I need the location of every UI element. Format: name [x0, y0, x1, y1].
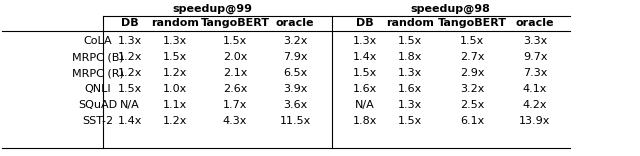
Text: QNLI: QNLI: [84, 84, 111, 94]
Text: 1.5x: 1.5x: [398, 36, 422, 46]
Text: 1.2x: 1.2x: [163, 116, 187, 126]
Text: SQuAD: SQuAD: [79, 100, 118, 110]
Text: 1.3x: 1.3x: [118, 36, 142, 46]
Text: 1.2x: 1.2x: [118, 52, 142, 62]
Text: 1.5x: 1.5x: [118, 84, 142, 94]
Text: speedup@98: speedup@98: [410, 4, 490, 14]
Text: 9.7x: 9.7x: [523, 52, 547, 62]
Text: 1.6x: 1.6x: [398, 84, 422, 94]
Text: N/A: N/A: [120, 100, 140, 110]
Text: 1.1x: 1.1x: [163, 100, 187, 110]
Text: 3.2x: 3.2x: [460, 84, 484, 94]
Text: 1.5x: 1.5x: [353, 68, 377, 78]
Text: TangoBERT: TangoBERT: [200, 18, 269, 28]
Text: 1.7x: 1.7x: [223, 100, 247, 110]
Text: CoLA: CoLA: [84, 36, 112, 46]
Text: MRPC (B): MRPC (B): [72, 52, 124, 62]
Text: N/A: N/A: [355, 100, 375, 110]
Text: 1.0x: 1.0x: [163, 84, 187, 94]
Text: 1.3x: 1.3x: [398, 100, 422, 110]
Text: DB: DB: [121, 18, 139, 28]
Text: 2.6x: 2.6x: [223, 84, 247, 94]
Text: 3.9x: 3.9x: [283, 84, 307, 94]
Text: 1.3x: 1.3x: [163, 36, 187, 46]
Text: 1.4x: 1.4x: [353, 52, 377, 62]
Text: 4.3x: 4.3x: [223, 116, 247, 126]
Text: 2.5x: 2.5x: [460, 100, 484, 110]
Text: 11.5x: 11.5x: [280, 116, 310, 126]
Text: 1.3x: 1.3x: [398, 68, 422, 78]
Text: 1.5x: 1.5x: [163, 52, 187, 62]
Text: 1.5x: 1.5x: [460, 36, 484, 46]
Text: oracle: oracle: [516, 18, 554, 28]
Text: 1.3x: 1.3x: [353, 36, 377, 46]
Text: 2.9x: 2.9x: [460, 68, 484, 78]
Text: TangoBERT: TangoBERT: [438, 18, 506, 28]
Text: 1.5x: 1.5x: [223, 36, 247, 46]
Text: 4.2x: 4.2x: [523, 100, 547, 110]
Text: 1.8x: 1.8x: [353, 116, 377, 126]
Text: 7.9x: 7.9x: [283, 52, 307, 62]
Text: 1.8x: 1.8x: [398, 52, 422, 62]
Text: 1.2x: 1.2x: [118, 68, 142, 78]
Text: 1.2x: 1.2x: [163, 68, 187, 78]
Text: 1.6x: 1.6x: [353, 84, 377, 94]
Text: 4.1x: 4.1x: [523, 84, 547, 94]
Text: 1.5x: 1.5x: [398, 116, 422, 126]
Text: 13.9x: 13.9x: [519, 116, 550, 126]
Text: random: random: [151, 18, 199, 28]
Text: random: random: [386, 18, 434, 28]
Text: DB: DB: [356, 18, 374, 28]
Text: oracle: oracle: [276, 18, 314, 28]
Text: SST-2: SST-2: [83, 116, 113, 126]
Text: 1.4x: 1.4x: [118, 116, 142, 126]
Text: MRPC (R): MRPC (R): [72, 68, 124, 78]
Text: 6.5x: 6.5x: [283, 68, 307, 78]
Text: 2.1x: 2.1x: [223, 68, 247, 78]
Text: speedup@99: speedup@99: [173, 4, 253, 14]
Text: 3.6x: 3.6x: [283, 100, 307, 110]
Text: 2.0x: 2.0x: [223, 52, 247, 62]
Text: 3.3x: 3.3x: [523, 36, 547, 46]
Text: 7.3x: 7.3x: [523, 68, 547, 78]
Text: 2.7x: 2.7x: [460, 52, 484, 62]
Text: 6.1x: 6.1x: [460, 116, 484, 126]
Text: 3.2x: 3.2x: [283, 36, 307, 46]
